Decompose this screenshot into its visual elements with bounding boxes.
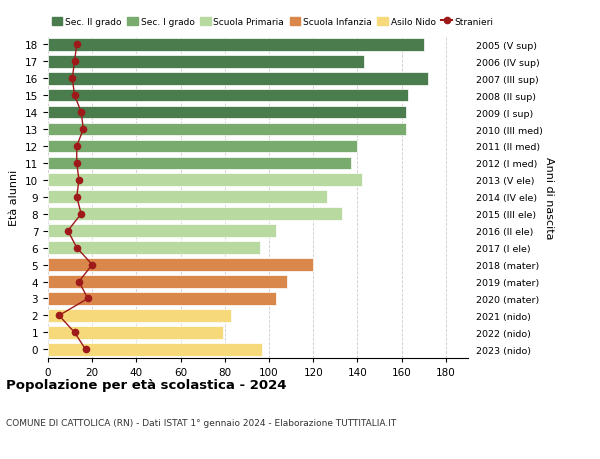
Bar	[48, 275, 287, 288]
Bar	[48, 208, 342, 221]
Bar	[48, 292, 275, 305]
Bar	[48, 157, 351, 170]
Bar	[48, 309, 232, 322]
Bar	[48, 242, 260, 254]
Bar	[48, 90, 409, 102]
Y-axis label: Età alunni: Età alunni	[10, 169, 19, 225]
Bar	[48, 326, 223, 339]
Y-axis label: Anni di nascita: Anni di nascita	[544, 156, 554, 239]
Bar	[48, 56, 364, 68]
Bar	[48, 174, 362, 187]
Bar	[48, 259, 313, 271]
Legend: Sec. II grado, Sec. I grado, Scuola Primaria, Scuola Infanzia, Asilo Nido, Stran: Sec. II grado, Sec. I grado, Scuola Prim…	[48, 14, 497, 30]
Text: COMUNE DI CATTOLICA (RN) - Dati ISTAT 1° gennaio 2024 - Elaborazione TUTTITALIA.: COMUNE DI CATTOLICA (RN) - Dati ISTAT 1°…	[6, 418, 396, 427]
Bar	[48, 123, 406, 136]
Text: Popolazione per età scolastica - 2024: Popolazione per età scolastica - 2024	[6, 379, 287, 392]
Bar	[48, 191, 326, 204]
Bar	[48, 39, 424, 51]
Bar	[48, 225, 275, 237]
Bar	[48, 73, 428, 85]
Bar	[48, 343, 262, 356]
Bar	[48, 140, 358, 153]
Bar	[48, 106, 406, 119]
